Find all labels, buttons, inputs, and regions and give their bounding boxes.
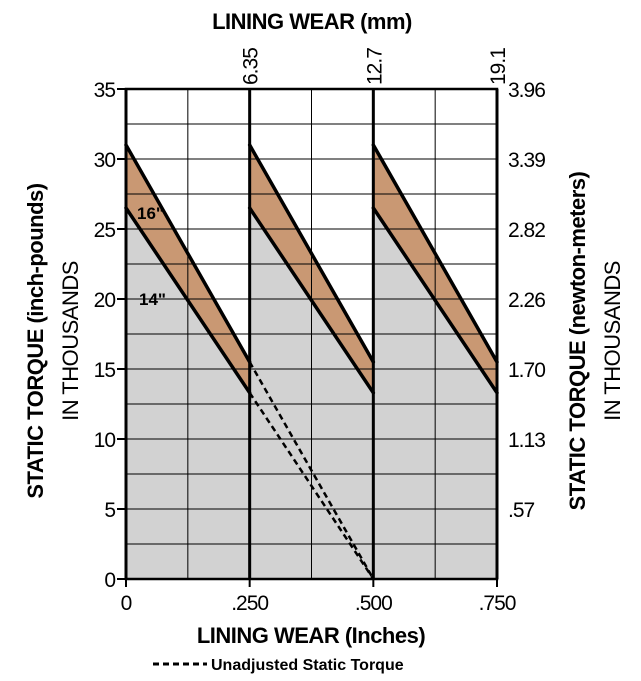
y-left-tick-label: 10 bbox=[94, 429, 116, 452]
unadjusted-line-0 bbox=[248, 361, 375, 580]
x-tick-label: .500 bbox=[355, 592, 392, 615]
y-right-tick-label: 3.39 bbox=[508, 149, 545, 172]
y-left-tick-label: 0 bbox=[104, 569, 115, 592]
y-left-tick-label: 25 bbox=[94, 219, 116, 242]
x-top-tick-label: 12.7 bbox=[363, 48, 386, 85]
y-left-tick-label: 20 bbox=[94, 289, 116, 312]
series-layer bbox=[124, 143, 499, 580]
y-left-tick-label: 35 bbox=[94, 79, 116, 102]
x-tick-label: 0 bbox=[121, 592, 132, 615]
series-14-line bbox=[247, 206, 376, 395]
y-right-tick-label: 2.26 bbox=[508, 289, 545, 312]
x-tick-label: .750 bbox=[479, 592, 516, 615]
y-left-tick-label: 30 bbox=[94, 149, 116, 172]
y-right-tick-label: 2.82 bbox=[508, 219, 545, 242]
series-14-line bbox=[124, 206, 252, 395]
x-top-tick-label: 6.35 bbox=[240, 48, 263, 85]
x-tick-label: .250 bbox=[231, 592, 268, 615]
series-label-16: 16" bbox=[137, 204, 164, 223]
y-right-axis-subtitle: IN THOUSANDS bbox=[600, 261, 625, 421]
y-right-tick-label: .57 bbox=[508, 499, 535, 522]
y-right-axis-title: STATIC TORQUE (newton-meters) bbox=[565, 171, 590, 510]
unadjusted-line-1 bbox=[248, 392, 375, 580]
plot-border bbox=[124, 87, 499, 581]
y-left-tick-label: 5 bbox=[104, 499, 115, 522]
y-right-tick-label: 1.13 bbox=[508, 429, 545, 452]
plot-frame bbox=[124, 87, 499, 581]
y-right-tick-label: 3.96 bbox=[508, 79, 545, 102]
legend-label: Unadjusted Static Torque bbox=[211, 657, 404, 674]
y-left-axis-subtitle: IN THOUSANDS bbox=[58, 261, 83, 421]
tick-labels: 0 5 10 15 20 25 30 35 .57 1.13 1.70 2.26 2.82 3.39 3.9… bbox=[94, 48, 547, 615]
series-14-line bbox=[371, 206, 499, 395]
top-axis-title: LINING WEAR (mm) bbox=[212, 9, 412, 34]
series-16-line bbox=[371, 143, 499, 364]
y-right-tick-label: 1.70 bbox=[508, 359, 545, 382]
y-left-axis-title: STATIC TORQUE (inch-pounds) bbox=[23, 183, 48, 498]
series-label-14: 14" bbox=[139, 290, 166, 309]
y-left-tick-label: 15 bbox=[94, 359, 116, 382]
x-top-tick-label: 19.1 bbox=[487, 48, 510, 85]
series-16-line bbox=[124, 143, 252, 364]
series-16-line bbox=[247, 143, 376, 364]
x-axis-title: LINING WEAR (Inches) bbox=[197, 623, 426, 648]
